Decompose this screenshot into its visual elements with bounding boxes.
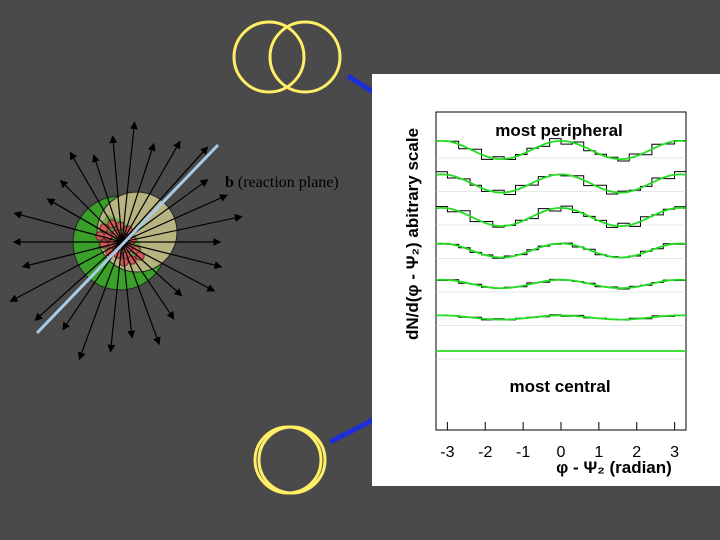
x-tick-label: -3 (440, 444, 454, 461)
particle-track (121, 241, 136, 339)
x-tick-label: -2 (478, 444, 492, 461)
fit-curves (435, 139, 687, 352)
particle-track (77, 241, 123, 361)
particle-track (69, 151, 123, 243)
particle-track (9, 241, 123, 302)
particle-track (121, 121, 138, 243)
particle-track (34, 241, 123, 322)
reaction-plane-line (35, 143, 220, 335)
peripheral-nuclei-icon (232, 20, 342, 94)
x-axis-label: φ - Ψ₂ (radian) (556, 458, 672, 477)
x-ticks: -3 -2 -1 0 1 2 3 (440, 422, 679, 461)
particle-track (121, 241, 175, 320)
reaction-plane-label: b (reaction plane) (225, 174, 339, 191)
particle-track (121, 241, 216, 292)
particle-track (121, 140, 181, 243)
particle-track (13, 211, 123, 243)
particle-track (92, 154, 123, 243)
fit-curve-5 (435, 278, 687, 290)
particle-track (59, 179, 123, 243)
fit-curve-3 (435, 206, 687, 227)
particle-track (121, 241, 183, 297)
x-tick-label: -1 (516, 444, 530, 461)
label-most-central-bg (500, 376, 620, 396)
particle-track (46, 198, 123, 243)
particle-track (121, 194, 229, 243)
particle-track (121, 241, 223, 270)
particle-track (121, 241, 161, 346)
x-tick-label: 2 (632, 444, 641, 461)
fit-curve-4 (435, 242, 687, 259)
particle-track (121, 142, 156, 243)
x-tick-label: 1 (594, 444, 603, 461)
particle-track (21, 241, 123, 269)
fit-curve-6 (435, 314, 687, 321)
fit-curve-2 (435, 173, 687, 194)
collision-diagram (9, 121, 243, 361)
label-most-peripheral: most peripheral (495, 121, 623, 140)
label-most-central: most central (509, 377, 610, 396)
particle-track (121, 214, 243, 243)
central-nuclei-icon (253, 425, 327, 495)
x-tick-label: 3 (670, 444, 679, 461)
plot-panel (372, 74, 720, 486)
fit-curve-1 (435, 139, 687, 160)
particle-track (121, 146, 209, 243)
particle-track (109, 135, 123, 243)
emitted-particle-arrows (9, 121, 243, 361)
gridlines (436, 157, 686, 360)
particle-track (107, 241, 123, 353)
x-tick-label: 0 (557, 444, 566, 461)
y-axis-label: dN/d(φ - Ψ₂) abitrary scale (403, 128, 422, 340)
